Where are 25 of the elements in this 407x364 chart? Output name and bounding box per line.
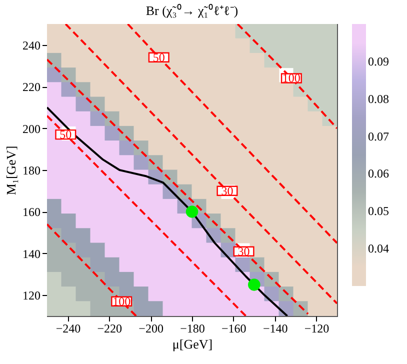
- color-bar-label: 0.09: [368, 54, 389, 68]
- y-tick-label: 220: [22, 80, 40, 94]
- color-bar-label: 0.08: [368, 92, 389, 106]
- point: [186, 206, 198, 218]
- x-tick-label: −140: [262, 322, 288, 336]
- color-bar-label: 0.05: [368, 204, 389, 218]
- x-tick-label: −160: [222, 322, 246, 336]
- y-tick-label: 140: [22, 246, 40, 261]
- y-tick-label: 160: [22, 205, 40, 220]
- y-tick-label: 180: [22, 164, 40, 178]
- point: [248, 278, 260, 291]
- x-axis-title: μ[GeV]: [172, 336, 213, 352]
- color-bar-label: 0.06: [368, 166, 389, 181]
- x-tick-label: −220: [97, 322, 122, 336]
- x-tick-label: −180: [180, 322, 205, 336]
- x-tick-label: −240: [56, 322, 81, 336]
- y-tick-label: 240: [22, 38, 40, 52]
- y-tick-label: 200: [22, 122, 40, 136]
- y-tick-label: 120: [22, 288, 40, 303]
- color-bar-label: 0.07: [368, 129, 389, 144]
- chart-title: Br (χ̃₃⁰→ χ̃₁⁰ℓ⁺ℓ⁻): [146, 3, 238, 18]
- x-tick-label: −200: [138, 322, 164, 336]
- color-bar-label: 0.04: [368, 242, 389, 256]
- y-axis-title: M₁[GeV]: [4, 146, 18, 196]
- x-tick-label: −120: [304, 322, 330, 336]
